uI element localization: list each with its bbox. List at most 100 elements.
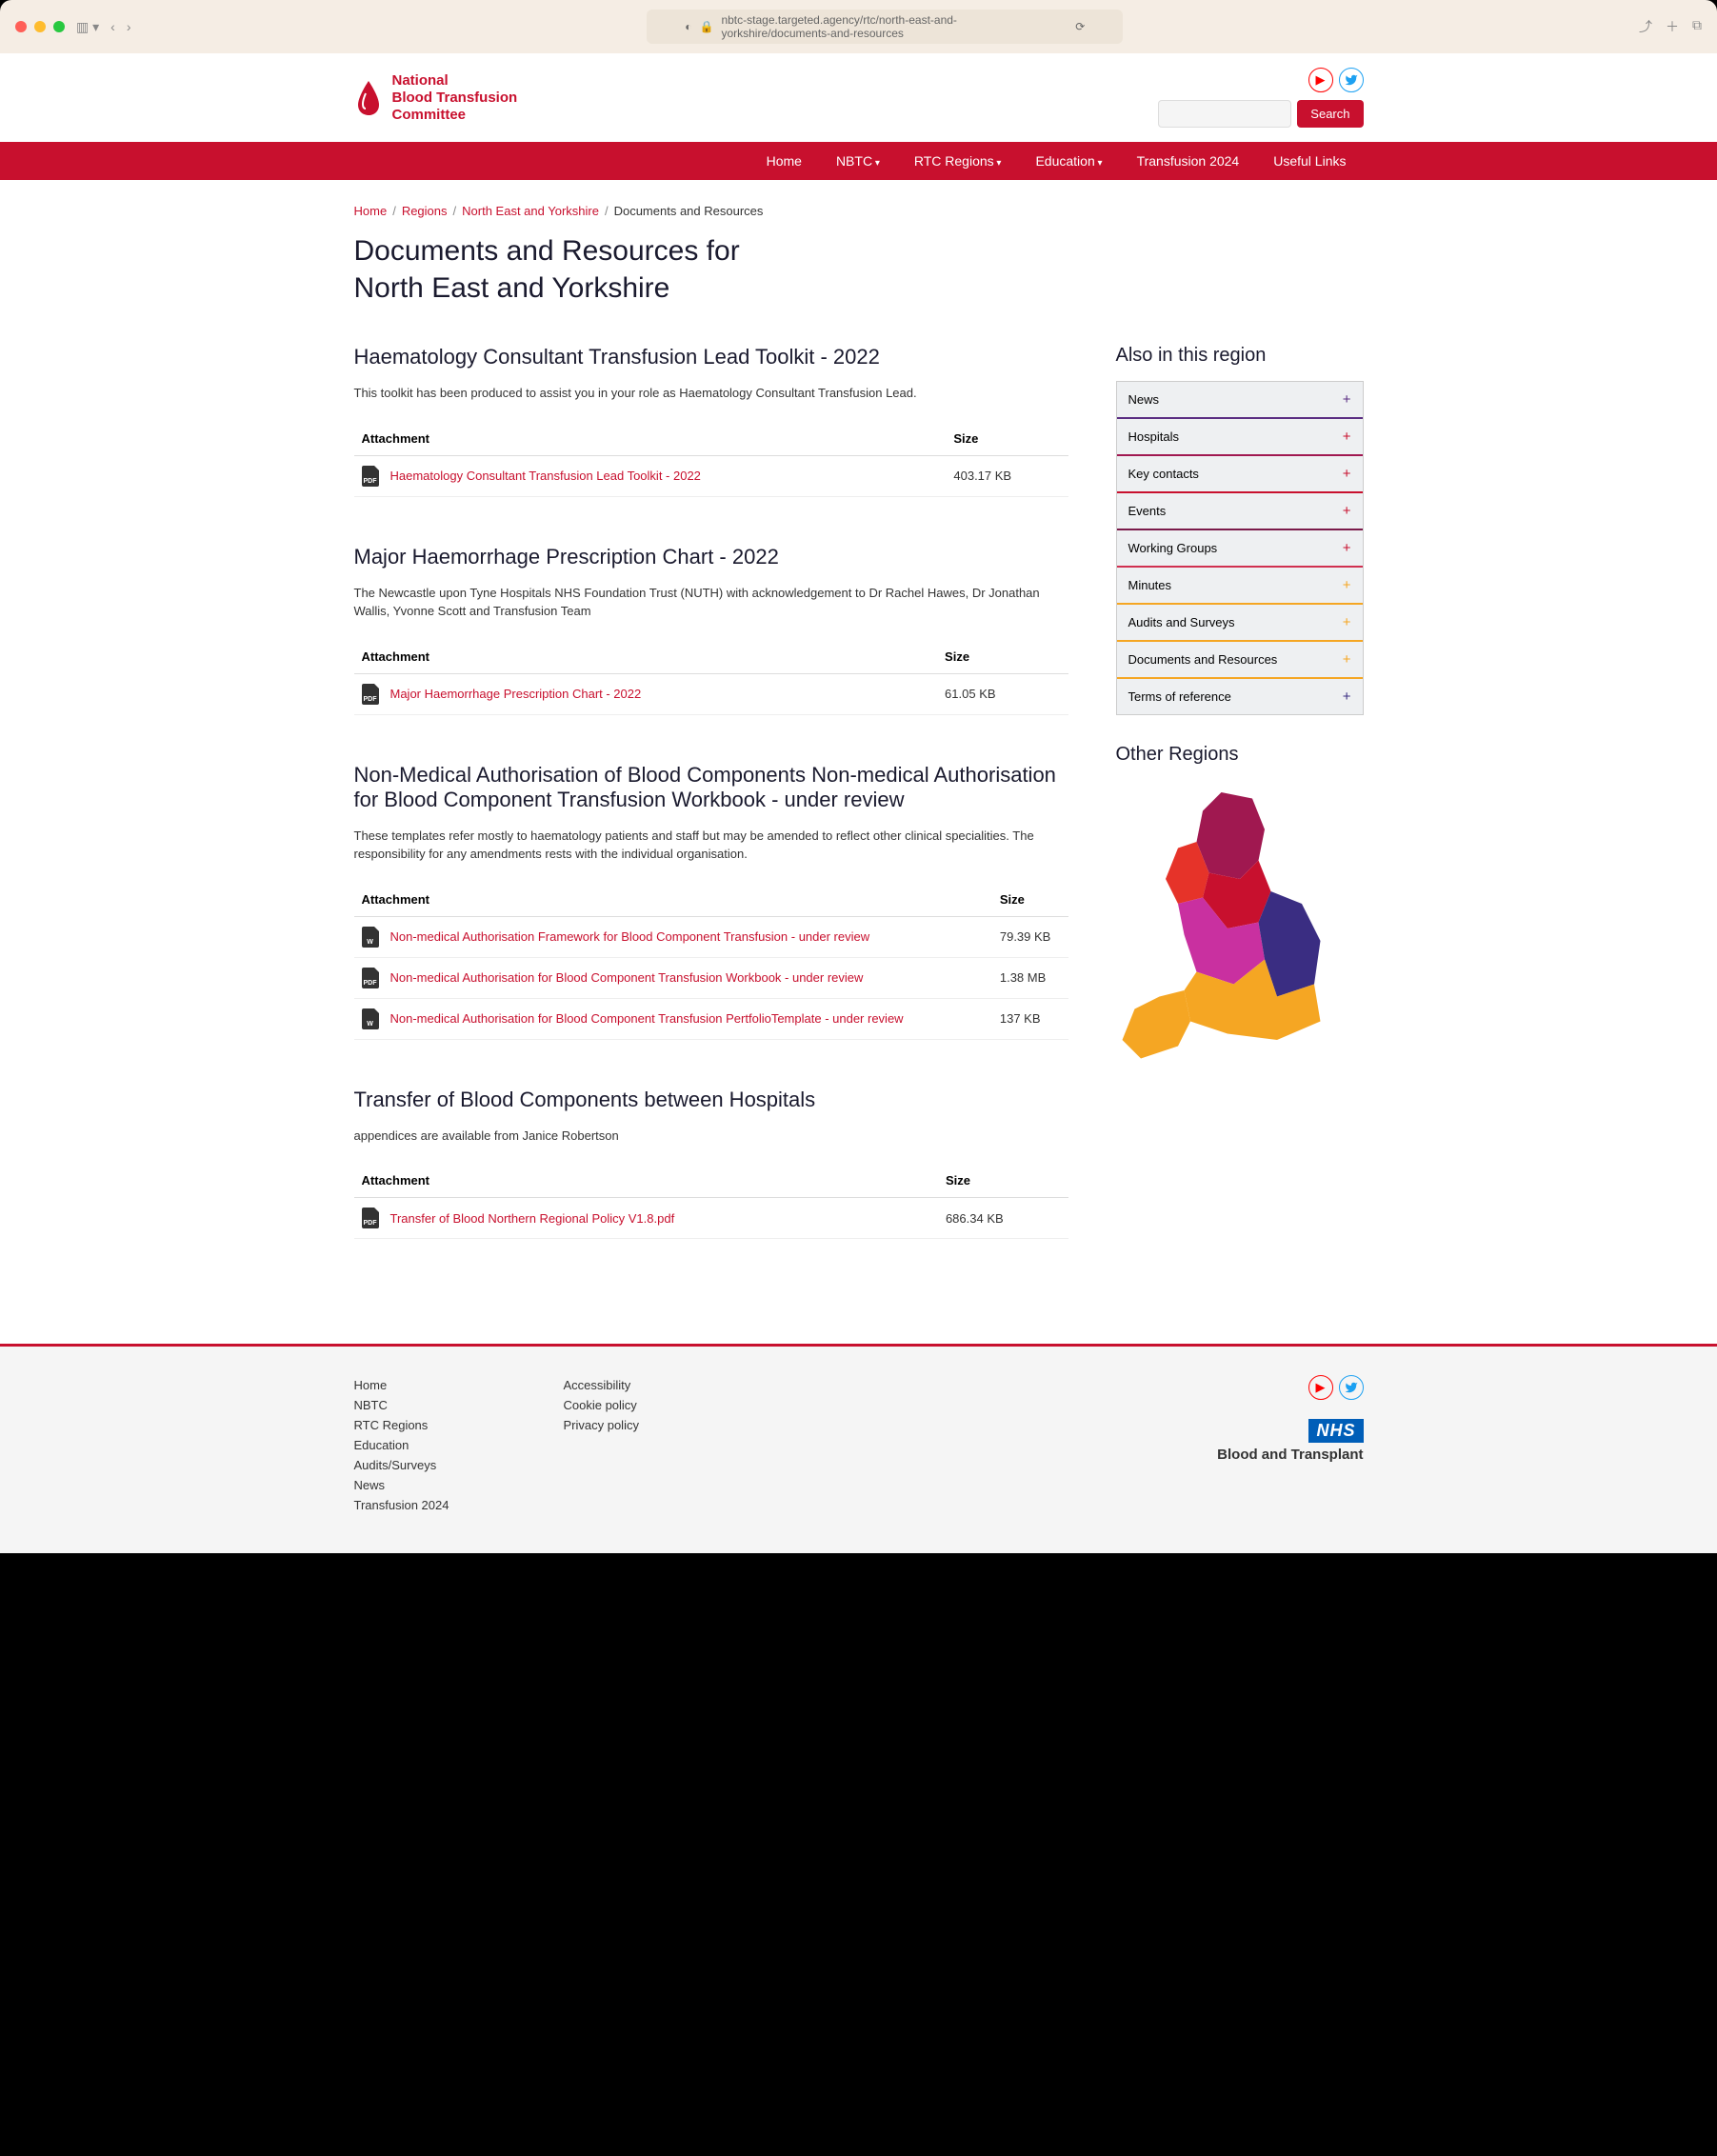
- sidebar: Also in this region News+Hospitals+Key c…: [1116, 345, 1364, 1287]
- window-maximize[interactable]: [53, 21, 65, 32]
- footer-link[interactable]: Privacy policy: [563, 1415, 638, 1435]
- section-title: Haematology Consultant Transfusion Lead …: [354, 345, 1068, 369]
- plus-icon: +: [1343, 391, 1351, 408]
- other-regions-title: Other Regions: [1116, 744, 1364, 766]
- attachment-link[interactable]: Major Haemorrhage Prescription Chart - 2…: [390, 687, 642, 701]
- attachment-size: 79.39 KB: [992, 916, 1068, 957]
- footer-twitter-icon[interactable]: [1339, 1375, 1364, 1400]
- nhs-logo: NHS: [1308, 1419, 1363, 1443]
- nav-item-nbtc[interactable]: NBTC: [819, 142, 897, 180]
- window-minimize[interactable]: [34, 21, 46, 32]
- other-regions: Other Regions: [1116, 744, 1364, 1131]
- attachment-row: W Non-medical Authorisation Framework for…: [354, 916, 1068, 957]
- attachment-row: W Non-medical Authorisation for Blood Com…: [354, 998, 1068, 1039]
- footer-link[interactable]: Transfusion 2024: [354, 1495, 449, 1515]
- tabs-icon[interactable]: ⧉: [1692, 17, 1702, 36]
- sidebar-item-key-contacts[interactable]: Key contacts+: [1117, 456, 1363, 493]
- breadcrumb-separator: /: [453, 204, 457, 218]
- sidebar-item-news[interactable]: News+: [1117, 382, 1363, 419]
- search-button[interactable]: Search: [1297, 100, 1363, 128]
- youtube-icon[interactable]: ▶: [1308, 68, 1333, 92]
- url-field[interactable]: ◐ 🔒 nbtc-stage.targeted.agency/rtc/north…: [647, 10, 1123, 44]
- sidebar-list: News+Hospitals+Key contacts+Events+Worki…: [1116, 381, 1364, 715]
- attachment-link[interactable]: Non-medical Authorisation for Blood Comp…: [390, 970, 864, 985]
- word-icon: W: [362, 927, 379, 948]
- new-tab-icon[interactable]: ＋: [1666, 17, 1679, 36]
- col-size: Size: [937, 640, 1068, 674]
- sidebar-item-audits-and-surveys[interactable]: Audits and Surveys+: [1117, 605, 1363, 642]
- breadcrumb-link[interactable]: Home: [354, 204, 388, 218]
- sidebar-item-minutes[interactable]: Minutes+: [1117, 568, 1363, 605]
- section-description: appendices are available from Janice Rob…: [354, 1127, 1068, 1146]
- url-text: nbtc-stage.targeted.agency/rtc/north-eas…: [721, 13, 1048, 40]
- nav-item-transfusion-2024[interactable]: Transfusion 2024: [1120, 142, 1257, 180]
- attachments-table: AttachmentSizePDFTransfer of Blood North…: [354, 1164, 1068, 1239]
- sidebar-item-label: Minutes: [1128, 578, 1172, 592]
- site-header: National Blood Transfusion Committee ▶: [0, 53, 1717, 142]
- social-icons: ▶: [1308, 68, 1364, 92]
- url-bar-wrap: ◐ 🔒 nbtc-stage.targeted.agency/rtc/north…: [143, 10, 1628, 44]
- nav-item-useful-links[interactable]: Useful Links: [1256, 142, 1363, 180]
- forward-button[interactable]: ›: [127, 19, 131, 34]
- sidebar-item-events[interactable]: Events +: [1117, 493, 1363, 530]
- footer-right: ▶ NHS Blood and Transplant: [1217, 1375, 1363, 1515]
- search-input[interactable]: [1158, 100, 1291, 128]
- attachments-table: AttachmentSizePDFMajor Haemorrhage Presc…: [354, 640, 1068, 715]
- regions-map[interactable]: [1116, 780, 1364, 1127]
- sidebar-item-terms-of-reference[interactable]: Terms of reference+: [1117, 679, 1363, 714]
- nav-item-rtc-regions[interactable]: RTC Regions: [897, 142, 1019, 180]
- footer-link[interactable]: NBTC: [354, 1395, 449, 1415]
- footer-link[interactable]: Audits/Surveys: [354, 1455, 449, 1475]
- sidebar-title: Also in this region: [1116, 345, 1364, 367]
- footer-youtube-icon[interactable]: ▶: [1308, 1375, 1333, 1400]
- breadcrumb-link[interactable]: Regions: [402, 204, 448, 218]
- footer-link[interactable]: Home: [354, 1375, 449, 1395]
- sidebar-icon[interactable]: ▥ ▾: [76, 19, 99, 35]
- attachment-size: 1.38 MB: [992, 957, 1068, 998]
- plus-icon: +: [1343, 503, 1351, 519]
- footer-link[interactable]: Accessibility: [563, 1375, 638, 1395]
- attachment-link[interactable]: Haematology Consultant Transfusion Lead …: [390, 469, 701, 483]
- back-button[interactable]: ‹: [110, 19, 115, 34]
- window-close[interactable]: [15, 21, 27, 32]
- traffic-lights: [15, 21, 65, 32]
- shield-icon: ◐: [685, 20, 691, 33]
- footer-link[interactable]: RTC Regions: [354, 1415, 449, 1435]
- plus-icon: +: [1343, 651, 1351, 668]
- document-section: Haematology Consultant Transfusion Lead …: [354, 345, 1068, 497]
- breadcrumb: Home/Regions/North East and Yorkshire/Do…: [354, 180, 1364, 232]
- sidebar-item-label: Events: [1128, 504, 1167, 518]
- footer-link[interactable]: News: [354, 1475, 449, 1495]
- sidebar-item-documents-and-resources[interactable]: Documents and Resources+: [1117, 642, 1363, 679]
- breadcrumb-link[interactable]: North East and Yorkshire: [462, 204, 599, 218]
- plus-icon: +: [1343, 689, 1351, 705]
- map-region-southwest[interactable]: [1122, 990, 1190, 1059]
- footer-link[interactable]: Cookie policy: [563, 1395, 638, 1415]
- document-section: Major Haemorrhage Prescription Chart - 2…: [354, 545, 1068, 715]
- browser-nav: ‹ ›: [110, 19, 130, 34]
- attachment-link[interactable]: Non-medical Authorisation for Blood Comp…: [390, 1011, 904, 1026]
- attachment-size: 61.05 KB: [937, 673, 1068, 714]
- attachments-table: AttachmentSizePDFHaematology Consultant …: [354, 422, 1068, 497]
- footer-link[interactable]: Education: [354, 1435, 449, 1455]
- nav-item-home[interactable]: Home: [749, 142, 819, 180]
- attachment-link[interactable]: Transfer of Blood Northern Regional Poli…: [390, 1211, 675, 1226]
- share-icon[interactable]: ⤴: [1639, 17, 1652, 36]
- pdf-icon: PDF: [362, 684, 379, 705]
- col-attachment: Attachment: [354, 883, 992, 917]
- reload-icon[interactable]: ⟳: [1075, 20, 1085, 33]
- sidebar-item-label: Working Groups: [1128, 541, 1218, 555]
- col-size: Size: [938, 1164, 1068, 1198]
- logo-text: National Blood Transfusion Committee: [392, 72, 518, 124]
- attachment-link[interactable]: Non-medical Authorisation Framework for …: [390, 929, 870, 944]
- attachment-row: PDF Major Haemorrhage Prescription Chart …: [354, 673, 1068, 714]
- attachments-table: AttachmentSizeWNon-medical Authorisation…: [354, 883, 1068, 1040]
- sidebar-item-label: Hospitals: [1128, 429, 1179, 444]
- nav-item-education[interactable]: Education: [1018, 142, 1119, 180]
- twitter-icon[interactable]: [1339, 68, 1364, 92]
- sidebar-item-hospitals[interactable]: Hospitals+: [1117, 419, 1363, 456]
- page-viewport: National Blood Transfusion Committee ▶: [0, 53, 1717, 1553]
- word-icon: W: [362, 1008, 379, 1029]
- site-logo[interactable]: National Blood Transfusion Committee: [354, 72, 518, 124]
- sidebar-item-working-groups[interactable]: Working Groups+: [1117, 530, 1363, 568]
